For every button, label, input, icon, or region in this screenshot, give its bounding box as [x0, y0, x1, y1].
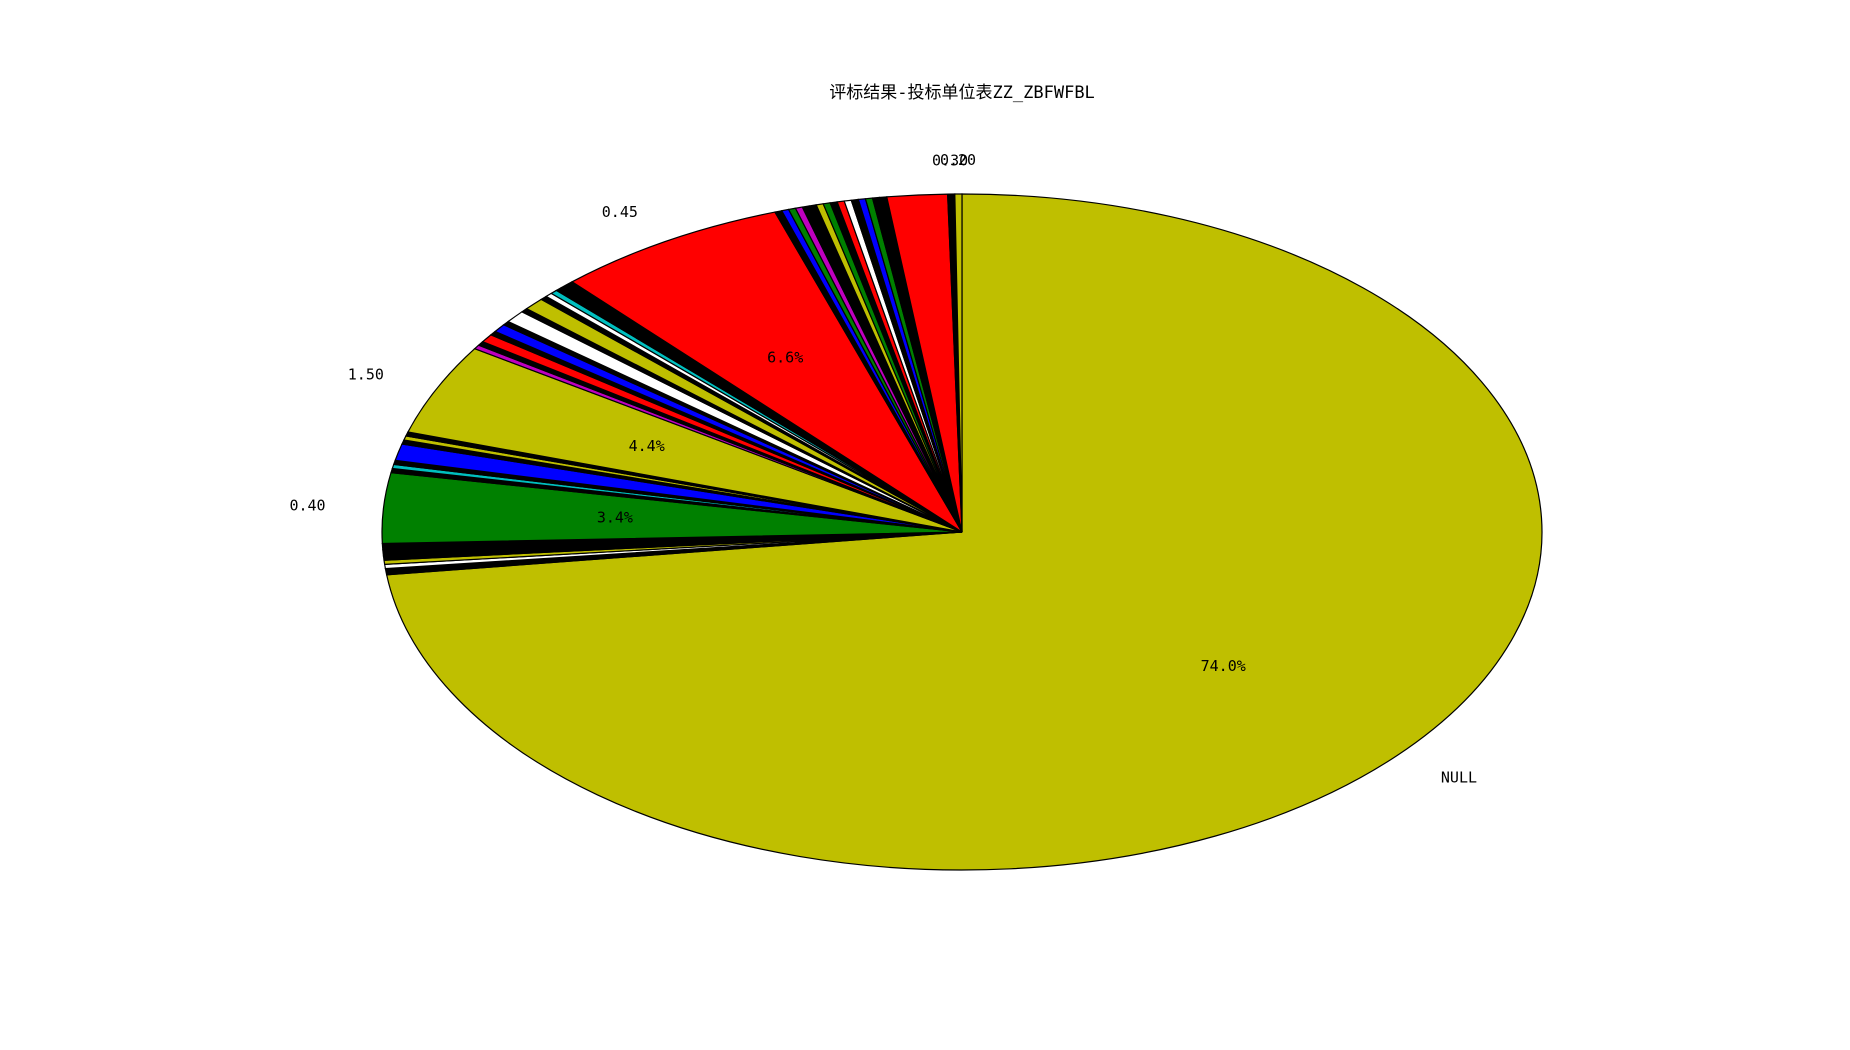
- category-labels: NULL 0.40 1.50 0.45 0.300.20: [289, 151, 1477, 787]
- slice-label-30: 0.45: [602, 203, 638, 221]
- percent-label-7: 3.4%: [597, 509, 633, 527]
- percent-labels: 74.0% 3.4% 4.4% 6.6%: [597, 348, 1246, 675]
- chart-title: 评标结果-投标单位表ZZ_ZBFWFBL: [829, 83, 1095, 103]
- slice-label-0: NULL: [1441, 769, 1477, 787]
- pie-slice-0: [385, 193, 1543, 871]
- pie-slice-30: [570, 211, 963, 533]
- pie-slice-49: [954, 193, 963, 533]
- percent-label-30: 6.6%: [767, 348, 803, 366]
- percent-label-15: 4.4%: [629, 437, 665, 455]
- slice-label-7: 0.40: [289, 497, 325, 515]
- pie-slices: [381, 193, 1543, 871]
- percent-label-0: 74.0%: [1201, 657, 1246, 675]
- slice-label-49: 0.20: [940, 151, 976, 169]
- slice-label-48: 0.30: [932, 151, 968, 169]
- slice-label-15: 1.50: [348, 366, 384, 384]
